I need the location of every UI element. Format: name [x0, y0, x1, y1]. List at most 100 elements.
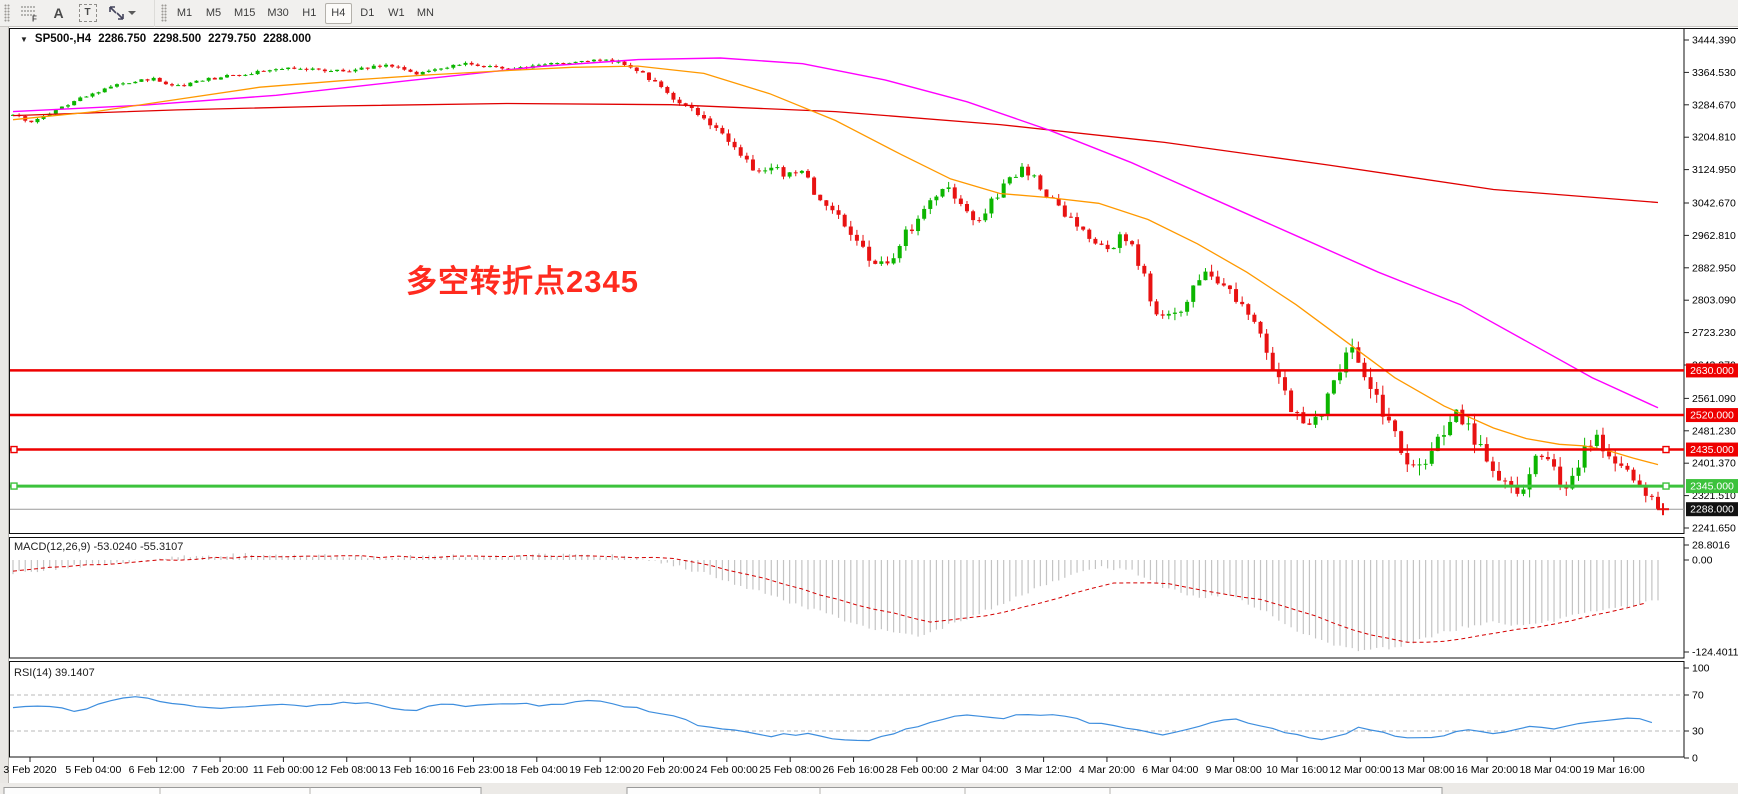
timeframe-button-w1[interactable]: W1: [383, 3, 410, 24]
hline-2520.000[interactable]: 2520.000: [10, 408, 1738, 423]
time-axis-label: 19 Feb 12:00: [569, 764, 631, 776]
dropdown-caret-icon[interactable]: [128, 11, 136, 15]
timeframe-toolbar-drag-handle[interactable]: [161, 4, 167, 22]
candle-body: [420, 71, 425, 75]
candle-body: [971, 211, 976, 221]
candle-body: [1276, 369, 1281, 378]
candle-body: [1466, 423, 1471, 425]
candle-body: [182, 85, 187, 87]
candle-body: [29, 120, 34, 123]
price-tag-label: 2520.000: [1690, 410, 1734, 422]
timeframe-button-h1[interactable]: H1: [296, 3, 323, 24]
macd-axis-label: -124.4011: [1692, 647, 1738, 659]
candle-body: [1441, 435, 1446, 437]
candle-body: [1435, 436, 1440, 452]
price-axis-label: 3124.950: [1692, 164, 1736, 176]
candle-body: [66, 105, 71, 107]
candle-body: [934, 196, 939, 201]
candle-body: [1307, 423, 1312, 425]
candle-body: [494, 66, 499, 68]
candle-body: [396, 66, 401, 68]
price-axis-label: 2401.370: [1692, 458, 1736, 470]
candle-body: [1099, 243, 1104, 245]
candle-body: [1625, 465, 1630, 470]
candle-body: [1295, 412, 1300, 414]
candle-body: [677, 99, 682, 104]
candle-body: [506, 68, 511, 70]
chart-canvas[interactable]: 3444.390 3364.530 3284.670 3204.810 3124.950…: [0, 27, 1738, 794]
timeframe-button-m30[interactable]: M30: [262, 3, 293, 24]
bottom-partial-panel: [626, 787, 1443, 794]
rsi-line: [12, 696, 1653, 742]
timeframe-button-m5[interactable]: M5: [200, 3, 227, 24]
candle-body: [1637, 480, 1642, 486]
candle-body: [500, 66, 505, 69]
candle-body: [169, 84, 174, 86]
text-label-tool-button[interactable]: T: [75, 2, 100, 25]
candle-body: [1344, 352, 1349, 373]
candle-body: [732, 141, 737, 148]
text-tool-button[interactable]: A: [46, 2, 71, 25]
timeframe-button-h4[interactable]: H4: [324, 2, 352, 24]
candle-body: [671, 92, 676, 100]
ma-fast: [12, 65, 1659, 466]
fibonacci-icon: F: [21, 5, 37, 22]
timeframe-button-m15[interactable]: M15: [229, 3, 260, 24]
price-axis-label: 2882.950: [1692, 262, 1736, 274]
candle-body: [96, 92, 101, 94]
candle-body: [1539, 455, 1544, 458]
time-axis[interactable]: 3 Feb 2020 5 Feb 04:00 6 Feb 12:00 7 Feb 20…: [3, 757, 1645, 776]
time-axis-label: 13 Mar 08:00: [1393, 764, 1455, 776]
arrows-tool-button[interactable]: [104, 2, 140, 25]
candle-body: [708, 118, 713, 126]
candle-body: [1417, 464, 1422, 466]
line-handle[interactable]: [1662, 482, 1670, 490]
candle-body: [1026, 166, 1031, 176]
time-axis-label: 16 Mar 20:00: [1456, 764, 1518, 776]
candle-body: [1533, 455, 1538, 475]
candle-body: [659, 81, 664, 88]
candle-body: [793, 172, 798, 174]
hline-2345.000[interactable]: 2345.000: [10, 479, 1738, 494]
candle-body: [408, 69, 413, 72]
candle-body: [359, 67, 364, 70]
candle-body: [646, 72, 651, 81]
rsi-axis-label: 70: [1692, 690, 1704, 702]
line-handle[interactable]: [10, 482, 18, 490]
timeframe-button-d1[interactable]: D1: [354, 3, 381, 24]
line-handle[interactable]: [1662, 445, 1670, 454]
candle-body: [702, 115, 707, 119]
price-axis-label: 2803.090: [1692, 295, 1736, 307]
candle-body: [1374, 388, 1379, 395]
candle-body: [640, 71, 645, 73]
candle-body: [1215, 276, 1220, 284]
time-axis-label: 11 Feb 00:00: [253, 764, 314, 776]
toolbar-drag-handle[interactable]: [4, 4, 10, 22]
fibonacci-tool-button[interactable]: F: [17, 2, 42, 25]
candle-body: [977, 220, 982, 222]
candle-body: [59, 106, 64, 110]
candle-body: [1264, 333, 1269, 353]
candle-body: [830, 205, 835, 211]
candle-body: [854, 234, 859, 241]
timeframe-button-mn[interactable]: MN: [412, 3, 439, 24]
price-axis-label: 3204.810: [1692, 132, 1736, 144]
macd-histogram: [12, 553, 1659, 652]
candle-body: [726, 133, 731, 142]
candle-body: [1313, 416, 1318, 425]
hline-2435.000[interactable]: 2435.000: [10, 442, 1738, 457]
price-tag: [1686, 479, 1738, 494]
line-handle[interactable]: [10, 445, 18, 454]
candle-body: [1270, 352, 1275, 370]
rsi-panel[interactable]: [9, 661, 1685, 758]
macd-panel[interactable]: [9, 537, 1685, 659]
hline-2630.000[interactable]: 2630.000: [10, 363, 1738, 378]
candle-body: [377, 65, 382, 67]
candle-body: [720, 127, 725, 134]
timeframe-button-m1[interactable]: M1: [171, 3, 198, 24]
candle-body: [989, 198, 994, 214]
candle-body: [787, 172, 792, 177]
candle-body: [1331, 380, 1336, 394]
candle-body: [928, 200, 933, 209]
candle-body: [487, 66, 492, 68]
